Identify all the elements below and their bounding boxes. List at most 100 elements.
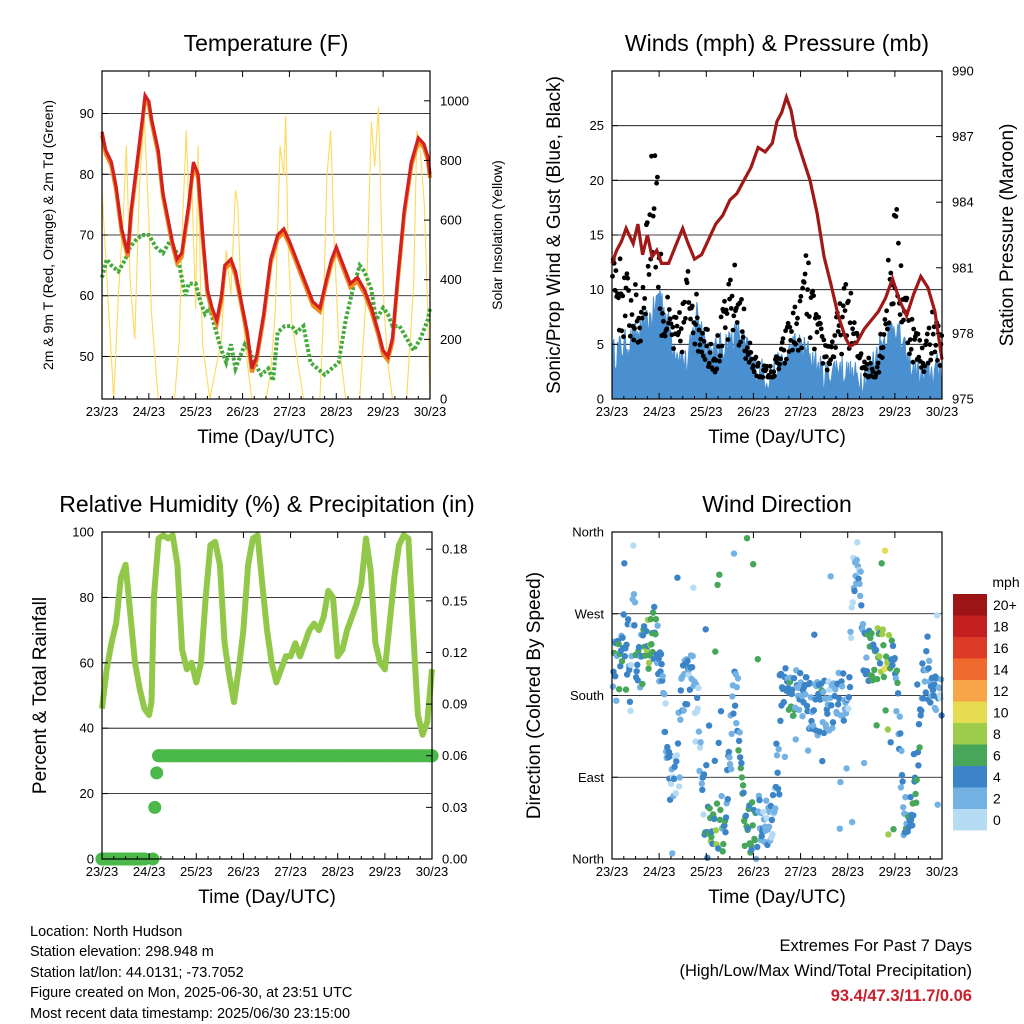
series-temp-9m [100, 92, 432, 374]
gust-point [896, 240, 901, 246]
direction-point [889, 662, 896, 669]
gust-point [739, 297, 744, 302]
gust-point [796, 337, 802, 343]
y-tick-label: 100 [72, 525, 94, 540]
y2-tick-label: 978 [952, 326, 974, 341]
gust-point [776, 366, 782, 372]
direction-point [684, 657, 691, 665]
gust-point [625, 275, 631, 281]
panel-title: Winds (mph) & Pressure (mb) [625, 30, 929, 56]
gust-point [935, 358, 940, 363]
direction-point [677, 716, 684, 723]
gust-point [726, 281, 732, 287]
gust-point [723, 307, 729, 313]
direction-point [748, 799, 756, 806]
direction-point [739, 782, 747, 789]
y2-tick-label: 0.12 [442, 645, 467, 660]
direction-point [676, 774, 683, 781]
gust-point [805, 287, 810, 292]
direction-point [728, 730, 735, 737]
gust-point [792, 304, 798, 310]
panel-title: Wind Direction [702, 491, 852, 517]
direction-point [899, 778, 906, 785]
gust-point [816, 314, 822, 320]
gust-point [696, 327, 702, 333]
x-tick-label: 29/23 [369, 864, 402, 879]
y2-tick-label: 800 [440, 153, 462, 168]
panel-title: Temperature (F) [184, 30, 349, 56]
direction-point [733, 720, 740, 727]
direction-point [726, 761, 734, 768]
direction-point [889, 642, 897, 649]
direction-point [790, 675, 798, 682]
direction-point [738, 774, 746, 781]
x-tick-label: 23/23 [86, 404, 119, 419]
direction-point [626, 698, 634, 705]
x-tick-label: 25/23 [690, 404, 723, 419]
gust-point [678, 338, 683, 344]
gust-point [699, 349, 704, 355]
gust-point [797, 298, 803, 304]
direction-point [858, 602, 865, 609]
direction-point [824, 710, 831, 717]
direction-point [774, 769, 781, 776]
data-timestamp: Most recent data timestamp: 2025/06/30 2… [30, 1005, 351, 1022]
legend-label: 10 [993, 705, 1009, 721]
direction-point [748, 846, 755, 854]
direction-point [651, 603, 658, 611]
direction-point [700, 771, 708, 778]
direction-point [722, 829, 729, 836]
gust-point [632, 326, 637, 331]
extremes-subtitle: (High/Low/Max Wind/Total Precipitation) [679, 962, 972, 980]
legend-label: 8 [993, 726, 1001, 742]
panel-title: Relative Humidity (%) & Precipitation (i… [59, 491, 474, 517]
direction-point [912, 790, 919, 798]
gust-point [863, 366, 869, 372]
direction-point [828, 702, 835, 709]
direction-point [897, 784, 905, 791]
direction-point [924, 633, 931, 640]
gust-point [833, 345, 838, 350]
direction-point [885, 831, 892, 838]
direction-point [612, 673, 619, 680]
y2-tick-label: 987 [952, 129, 974, 144]
direction-point [760, 808, 767, 816]
y-tick-label: 5 [597, 337, 604, 352]
gust-point [613, 268, 619, 273]
gust-point [665, 294, 670, 300]
direction-point [803, 674, 810, 681]
legend-swatch [953, 637, 987, 659]
speed-legend: mph 20+ 18 16 14 12 10 8 6 4 2 0 [953, 574, 1020, 831]
direction-point [643, 628, 650, 635]
gust-point [884, 308, 889, 314]
gust-point [916, 354, 922, 360]
direction-point [763, 814, 770, 822]
gust-point [820, 361, 826, 366]
y-tick-label: 40 [80, 721, 94, 736]
gust-point [684, 280, 690, 286]
direction-point [740, 789, 747, 796]
direction-point [620, 611, 627, 618]
direction-point [729, 693, 736, 700]
gust-point [621, 334, 626, 340]
direction-point [659, 672, 666, 680]
gust-point [641, 305, 647, 311]
direction-point [773, 752, 781, 759]
gust-point [888, 270, 894, 276]
precip-point [150, 766, 164, 780]
x-tick-label: 27/23 [274, 864, 307, 879]
direction-point [790, 712, 797, 719]
direction-point [884, 726, 892, 733]
y2-tick-label: 400 [440, 272, 462, 287]
gust-point [701, 339, 707, 344]
gust-point [705, 327, 710, 332]
wind-direction-panel: 23/23 24/23 25/23 26/23 27/23 28/23 29/23 30/23… [524, 491, 958, 908]
direction-point [756, 796, 763, 804]
x-tick-label: 30/23 [926, 404, 959, 419]
gust-point [803, 253, 809, 258]
gust-point [898, 263, 904, 269]
direction-point [806, 679, 813, 687]
gust-point [683, 316, 688, 321]
direction-point [704, 854, 711, 861]
direction-point [907, 793, 914, 801]
